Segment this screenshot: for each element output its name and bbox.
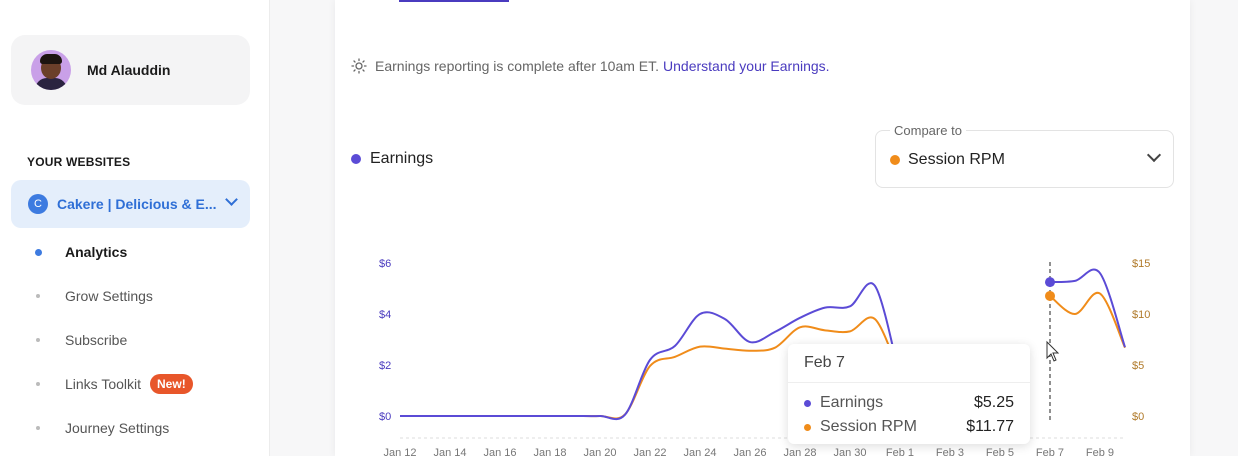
tooltip-rpm-label: Session RPM [820,418,917,435]
chevron-down-icon [225,193,238,206]
sidebar-item-subscribe[interactable]: Subscribe [0,318,270,362]
earnings-highlight-point [1045,277,1055,288]
x-tick-label: Jan 26 [733,447,766,456]
websites-section-label: YOUR WEBSITES [27,155,131,169]
x-tick-label: Feb 7 [1036,447,1064,456]
sidebar-nav: Analytics Grow Settings Subscribe Links … [0,230,270,450]
rpm-series-line [1049,291,1126,349]
x-tick-label: Jan 28 [783,447,816,456]
x-tick-label: Feb 3 [936,447,964,456]
compare-to-label: Compare to [890,123,966,138]
user-name: Md Alauddin [87,62,171,78]
sidebar-item-label: Analytics [65,244,128,260]
sidebar-item-analytics[interactable]: Analytics [0,230,270,274]
tooltip-row-earnings: Earnings $5.25 [804,394,1014,412]
earnings-series-line [1049,268,1126,348]
compare-to-value: Session RPM [890,151,1005,169]
x-tick-label: Jan 14 [433,447,466,456]
bullet-icon [36,426,40,430]
active-tab-indicator [399,0,509,2]
x-tick-label: Jan 12 [383,447,416,456]
cursor-icon [1046,340,1060,362]
x-tick-label: Jan 30 [833,447,866,456]
rpm-dot-icon [890,155,900,165]
sidebar-item-journey-settings[interactable]: Journey Settings [0,406,270,450]
compare-to-select[interactable]: Compare to Session RPM [875,123,1174,188]
x-tick-label: Jan 22 [633,447,666,456]
site-badge: C [28,194,48,214]
rpm-highlight-point [1045,290,1055,301]
tooltip-earnings-value: $5.25 [973,394,1014,411]
x-tick-label: Jan 20 [583,447,616,456]
legend-earnings-label: Earnings [370,150,434,167]
earnings-dot-icon [804,399,811,407]
avatar [31,50,71,90]
sidebar-item-label: Grow Settings [65,288,153,304]
website-selector[interactable]: C Cakere | Delicious & E... [11,180,250,228]
bullet-icon [36,382,40,386]
compare-to-value-label: Session RPM [908,151,1005,168]
x-tick-label: Feb 1 [886,447,914,456]
x-tick-label: Jan 18 [533,447,566,456]
earnings-series-line [399,282,901,421]
y-left-tick-label: $0 [379,411,391,423]
earnings-chart[interactable]: $0 $2 $4 $6 $0 $5 $10 $15 Jan 12 Jan 14 Jan 16 Jan … [335,0,1190,456]
sidebar-item-label: Subscribe [65,332,128,348]
notice-text: Earnings reporting is complete after 10a… [375,58,660,74]
y-left-tick-label: $4 [379,309,391,321]
earnings-notice: Earnings reporting is complete after 10a… [351,58,830,74]
chart-tooltip: Feb 7 Earnings $5.25 Session RPM $11.77 [788,344,1030,444]
x-tick-label: Feb 5 [986,447,1014,456]
y-right-tick-label: $10 [1132,309,1150,321]
y-right-tick-label: $0 [1132,411,1144,423]
y-right-tick-label: $5 [1132,360,1144,372]
site-name: Cakere | Delicious & E... [57,196,217,212]
understand-earnings-link[interactable]: Understand your Earnings. [663,58,830,74]
sidebar-item-links-toolkit[interactable]: Links Toolkit New! [0,362,270,406]
sidebar: Md Alauddin YOUR WEBSITES C Cakere | Del… [0,0,270,456]
y-left-tick-label: $6 [379,258,391,270]
x-tick-label: Feb 9 [1086,447,1114,456]
earnings-dot-icon [351,154,361,164]
tooltip-row-rpm: Session RPM $11.77 [804,418,1014,436]
x-tick-label: Jan 24 [683,447,716,456]
tooltip-rpm-value: $11.77 [966,418,1014,435]
sidebar-item-label: Links Toolkit [65,376,142,392]
bullet-icon [36,338,40,342]
sidebar-item-grow-settings[interactable]: Grow Settings [0,274,270,318]
rpm-dot-icon [804,423,811,431]
sidebar-item-label: Journey Settings [65,420,170,436]
new-badge: New! [150,374,193,394]
y-right-tick-label: $15 [1132,258,1150,270]
tooltip-date: Feb 7 [804,354,845,371]
legend-earnings: Earnings [351,150,433,168]
bullet-icon [36,294,40,298]
sun-icon [351,58,367,74]
x-tick-label: Jan 16 [483,447,516,456]
user-card[interactable]: Md Alauddin [11,35,250,105]
tooltip-earnings-label: Earnings [820,394,884,411]
y-left-tick-label: $2 [379,360,391,372]
bullet-icon [35,249,42,256]
earnings-card: Earnings reporting is complete after 10a… [335,0,1190,456]
